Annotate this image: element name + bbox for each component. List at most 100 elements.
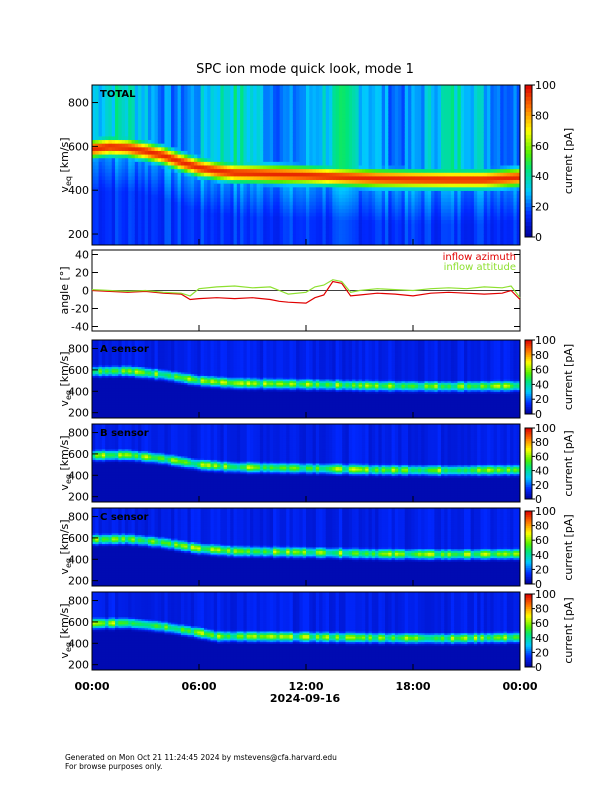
heatmap-cell (434, 176, 438, 180)
heatmap-cell (408, 147, 412, 151)
heatmap-cell (125, 103, 129, 107)
heatmap-cell (405, 201, 409, 205)
heatmap-cell (434, 110, 438, 114)
heatmap-cell (145, 147, 149, 151)
heatmap-cell (243, 100, 247, 104)
heatmap-cell (174, 198, 178, 202)
heatmap-cell (145, 96, 149, 100)
heatmap-cell (457, 118, 461, 122)
heatmap-cell (253, 180, 257, 184)
heatmap-cell (108, 154, 112, 158)
heatmap-cell (339, 223, 343, 227)
heatmap-cell (385, 143, 389, 147)
heatmap-cell (319, 89, 323, 93)
heatmap-cell (457, 187, 461, 191)
heatmap-cell (352, 216, 356, 220)
heatmap-cell (260, 140, 264, 144)
heatmap-cell (411, 96, 415, 100)
heatmap-cell (398, 187, 402, 191)
heatmap-cell (359, 107, 363, 111)
heatmap-cell (434, 143, 438, 147)
heatmap-cell (184, 114, 188, 118)
heatmap-cell (418, 205, 422, 209)
heatmap-cell (230, 129, 234, 133)
heatmap-cell (230, 143, 234, 147)
heatmap-cell (296, 223, 300, 227)
heatmap-cell (105, 154, 109, 158)
heatmap-cell (448, 187, 452, 191)
heatmap-cell (257, 190, 261, 194)
heatmap-cell (401, 183, 405, 187)
heatmap-cell (421, 150, 425, 154)
heatmap-cell (401, 110, 405, 114)
heatmap-cell (428, 150, 432, 154)
heatmap-cell (240, 150, 244, 154)
heatmap-cell (428, 180, 432, 184)
heatmap-cell (237, 180, 241, 184)
heatmap-cell (385, 136, 389, 140)
heatmap-cell (362, 96, 366, 100)
heatmap-cell (395, 223, 399, 227)
heatmap-cell (290, 176, 294, 180)
heatmap-cell (158, 147, 162, 151)
heatmap-cell (372, 230, 376, 234)
heatmap-cell (171, 143, 175, 147)
heatmap-cell (421, 165, 425, 169)
heatmap-cell (197, 194, 201, 198)
heatmap-cell (451, 234, 455, 238)
heatmap-cell (164, 190, 168, 194)
heatmap-cell (128, 132, 132, 136)
heatmap-cell (92, 107, 96, 111)
heatmap-cell (92, 140, 96, 144)
heatmap-cell (220, 147, 224, 151)
heatmap-cell (273, 220, 277, 224)
heatmap-cell (369, 136, 373, 140)
heatmap-cell (220, 205, 224, 209)
heatmap-cell (151, 223, 155, 227)
heatmap-cell (296, 147, 300, 151)
heatmap-cell (415, 238, 419, 242)
heatmap-cell (299, 110, 303, 114)
heatmap-cell (346, 198, 350, 202)
heatmap-cell (336, 187, 340, 191)
heatmap-cell (303, 230, 307, 234)
heatmap-cell (448, 209, 452, 213)
heatmap-cell (224, 92, 228, 96)
heatmap-cell (303, 190, 307, 194)
heatmap-cell (392, 212, 396, 216)
heatmap-cell (237, 85, 241, 89)
heatmap-cell (421, 136, 425, 140)
heatmap-cell (138, 147, 142, 151)
heatmap-cell (303, 136, 307, 140)
heatmap-cell (425, 107, 429, 111)
heatmap-cell (168, 198, 172, 202)
heatmap-cell (138, 216, 142, 220)
heatmap-cell (201, 190, 205, 194)
heatmap-cell (418, 183, 422, 187)
heatmap-cell (240, 143, 244, 147)
heatmap-cell (339, 136, 343, 140)
heatmap-cell (270, 125, 274, 129)
heatmap-cell (102, 161, 106, 165)
heatmap-cell (313, 161, 317, 165)
heatmap-cell (306, 85, 310, 89)
heatmap-cell (148, 92, 152, 96)
heatmap-cell (372, 165, 376, 169)
heatmap-cell (385, 198, 389, 202)
heatmap-cell (451, 201, 455, 205)
heatmap-cell (224, 234, 228, 238)
heatmap-cell (369, 165, 373, 169)
heatmap-cell (322, 234, 326, 238)
heatmap-cell (151, 150, 155, 154)
heatmap-cell (352, 100, 356, 104)
heatmap-cell (385, 187, 389, 191)
heatmap-cell (421, 169, 425, 173)
heatmap-cell (118, 129, 122, 133)
heatmap-cell (336, 125, 340, 129)
heatmap-cell (181, 143, 185, 147)
heatmap-cell (382, 230, 386, 234)
heatmap-cell (303, 143, 307, 147)
heatmap-cell (95, 140, 99, 144)
heatmap-cell (237, 172, 241, 176)
heatmap-cell (378, 107, 382, 111)
